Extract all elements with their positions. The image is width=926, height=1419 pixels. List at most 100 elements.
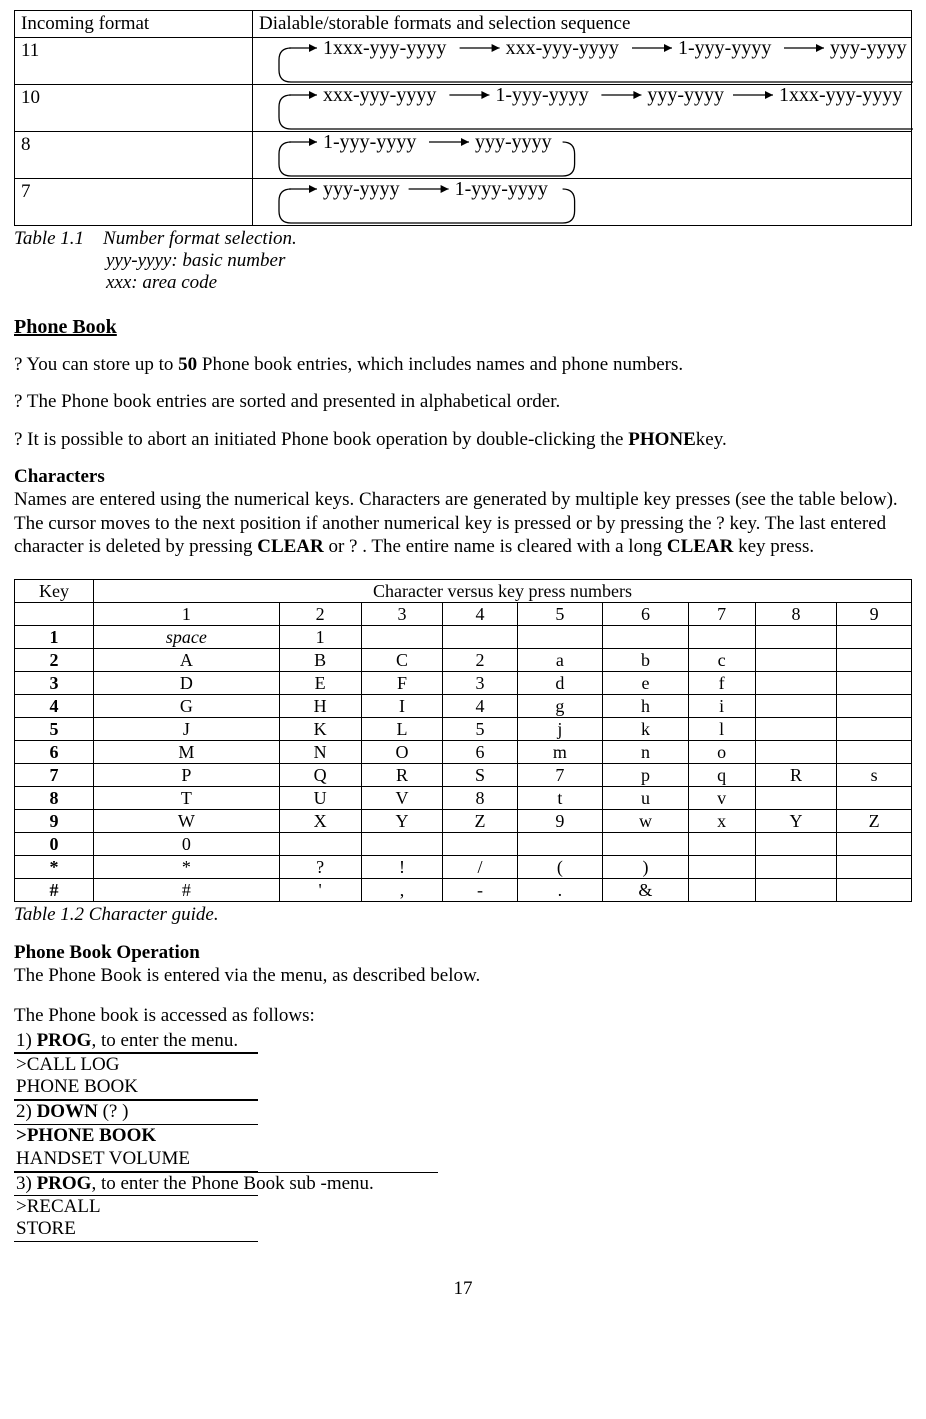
- char-value-cell: [837, 833, 912, 856]
- characters-paragraph: Names are entered using the numerical ke…: [14, 488, 912, 559]
- svg-text:1xxx-yyy-yyyy: 1xxx-yyy-yyyy: [323, 38, 446, 59]
- char-value-cell: [755, 718, 837, 741]
- char-value-cell: A: [94, 649, 280, 672]
- char-value-cell: #: [94, 879, 280, 902]
- char-value-cell: J: [94, 718, 280, 741]
- char-value-cell: w: [603, 810, 689, 833]
- svg-text:yyy-yyyy: yyy-yyyy: [323, 179, 400, 200]
- char-value-cell: [361, 833, 443, 856]
- char-value-cell: [837, 649, 912, 672]
- char-value-cell: 2: [443, 649, 517, 672]
- char-value-cell: [443, 833, 517, 856]
- char-value-cell: [517, 833, 603, 856]
- char-value-cell: V: [361, 787, 443, 810]
- char-value-cell: n: [603, 741, 689, 764]
- menu-line: STORE: [16, 1218, 256, 1241]
- menu-screen-2: >PHONE BOOK HANDSET VOLUME: [14, 1124, 258, 1172]
- char-value-cell: [755, 833, 837, 856]
- char-value-cell: Z: [443, 810, 517, 833]
- char-value-cell: (: [517, 856, 603, 879]
- svg-text:1xxx-yyy-yyyy: 1xxx-yyy-yyyy: [779, 85, 902, 106]
- format-row-incoming: 11: [15, 38, 253, 85]
- characters-heading: Characters: [14, 466, 912, 488]
- char-value-cell: [837, 626, 912, 649]
- char-value-cell: ': [279, 879, 361, 902]
- char-value-cell: t: [517, 787, 603, 810]
- char-value-cell: [688, 856, 755, 879]
- char-value-cell: d: [517, 672, 603, 695]
- char-value-cell: &: [603, 879, 689, 902]
- char-value-cell: q: [688, 764, 755, 787]
- char-value-cell: [755, 626, 837, 649]
- char-value-cell: Y: [361, 810, 443, 833]
- char-value-cell: I: [361, 695, 443, 718]
- char-value-cell: f: [688, 672, 755, 695]
- step-3: 3) PROG, to enter the Phone Book sub -me…: [14, 1172, 438, 1195]
- char-value-cell: E: [279, 672, 361, 695]
- char-value-cell: 8: [443, 787, 517, 810]
- char-value-cell: !: [361, 856, 443, 879]
- char-col-header: 8: [755, 603, 837, 626]
- char-value-cell: 1: [279, 626, 361, 649]
- format-row-incoming: 7: [15, 179, 253, 226]
- format-row-flow: 1-yyy-yyyyyyy-yyyy: [253, 132, 912, 179]
- char-value-cell: R: [755, 764, 837, 787]
- char-value-cell: C: [361, 649, 443, 672]
- char-value-cell: Z: [837, 810, 912, 833]
- char-table-span-header: Character versus key press numbers: [94, 580, 912, 603]
- step-2: 2) DOWN (? ): [14, 1100, 258, 1124]
- char-value-cell: [755, 879, 837, 902]
- char-value-cell: b: [603, 649, 689, 672]
- svg-text:1-yyy-yyyy: 1-yyy-yyyy: [455, 179, 548, 200]
- step-1: 1) PROG, to enter the menu.: [14, 1030, 258, 1053]
- char-value-cell: [688, 879, 755, 902]
- char-col-header: 4: [443, 603, 517, 626]
- char-value-cell: B: [279, 649, 361, 672]
- svg-text:yyy-yyyy: yyy-yyyy: [830, 38, 907, 59]
- char-col-header: 1: [94, 603, 280, 626]
- format-row-incoming: 8: [15, 132, 253, 179]
- char-value-cell: ): [603, 856, 689, 879]
- char-value-cell: [517, 626, 603, 649]
- menu-line: HANDSET VOLUME: [16, 1148, 256, 1171]
- char-value-cell: l: [688, 718, 755, 741]
- char-value-cell: x: [688, 810, 755, 833]
- menu-line: >PHONE BOOK: [16, 1125, 256, 1148]
- format-row-flow: yyy-yyyy 1-yyy-yyyy: [253, 179, 912, 226]
- format-row-flow: xxx-yyy-yyyy1-yyy-yyyyyyy-yyyy1xxx-yyy-y…: [253, 85, 912, 132]
- operation-paragraph: The Phone Book is entered via the menu, …: [14, 964, 912, 988]
- char-col-header: 6: [603, 603, 689, 626]
- char-key-cell: *: [15, 856, 94, 879]
- bullet-1: ? You can store up to 50 Phone book entr…: [14, 353, 912, 377]
- char-value-cell: D: [94, 672, 280, 695]
- char-value-cell: O: [361, 741, 443, 764]
- bullet-2: ? The Phone book entries are sorted and …: [14, 390, 912, 414]
- char-value-cell: m: [517, 741, 603, 764]
- format-row-flow: 1xxx-yyy-yyyyxxx-yyy-yyyy1-yyy-yyyyyyy-y…: [253, 38, 912, 85]
- char-value-cell: G: [94, 695, 280, 718]
- char-value-cell: .: [517, 879, 603, 902]
- char-value-cell: [755, 856, 837, 879]
- format-table: Incoming format Dialable/storable format…: [14, 10, 912, 226]
- char-value-cell: [837, 695, 912, 718]
- caption-sub-1: yyy-yyyy: basic number: [106, 250, 912, 272]
- char-value-cell: [279, 833, 361, 856]
- char-table-key-header: Key: [15, 580, 94, 603]
- char-value-cell: u: [603, 787, 689, 810]
- char-value-cell: [755, 672, 837, 695]
- char-value-cell: 0: [94, 833, 280, 856]
- char-value-cell: [755, 787, 837, 810]
- menu-screen-3: >RECALL STORE: [14, 1195, 258, 1243]
- char-value-cell: L: [361, 718, 443, 741]
- char-key-cell: 8: [15, 787, 94, 810]
- table-1-2-caption: Table 1.2 Character guide.: [14, 904, 912, 926]
- character-table: Key Character versus key press numbers 1…: [14, 579, 912, 902]
- char-col-header: 7: [688, 603, 755, 626]
- char-value-cell: [837, 672, 912, 695]
- menu-line: >CALL LOG: [16, 1054, 256, 1077]
- char-key-cell: 9: [15, 810, 94, 833]
- char-key-cell: 0: [15, 833, 94, 856]
- char-value-cell: 4: [443, 695, 517, 718]
- svg-text:1-yyy-yyyy: 1-yyy-yyyy: [495, 85, 588, 106]
- char-value-cell: space: [94, 626, 280, 649]
